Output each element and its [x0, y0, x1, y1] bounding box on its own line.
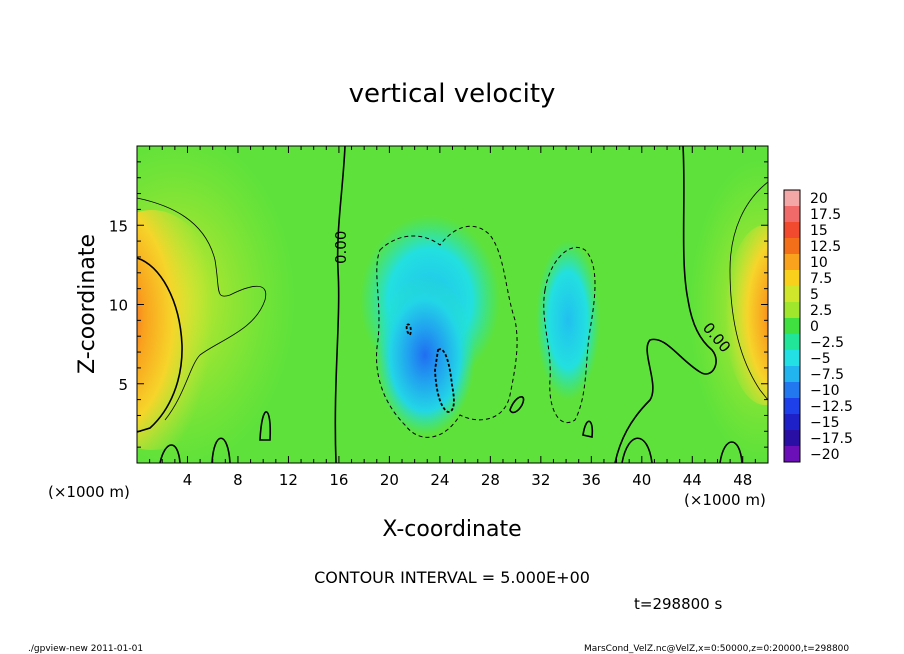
colorbar-swatch: [784, 446, 800, 463]
colorbar-swatch: [784, 350, 800, 367]
x-axis-ticks: 4 8 12 16 20 24 28 32 36 40 44 48: [149, 146, 756, 489]
colorbar-swatch: [784, 222, 800, 239]
y-tick-label: 15: [109, 217, 128, 235]
colorbar-label: −15: [810, 415, 840, 431]
plot-area: 0.00 0.00: [137, 146, 768, 463]
downdraft-center: [375, 275, 475, 435]
x-tick-label: 44: [683, 471, 702, 489]
colorbar-swatch: [784, 414, 800, 431]
colorbar-swatch: [784, 190, 800, 207]
x-tick-label: 8: [233, 471, 243, 489]
colorbar-swatch: [784, 366, 800, 383]
x-tick-label: 16: [329, 471, 348, 489]
contour-five-left: [137, 257, 183, 433]
x-tick-label: 40: [632, 471, 651, 489]
colorbar: 2017.51512.5107.552.50−2.5−5−7.5−10−12.5…: [783, 189, 853, 463]
x-tick-label: 4: [183, 471, 193, 489]
colorbar-swatch: [784, 254, 800, 271]
x-tick-label: 48: [733, 471, 752, 489]
contour-interval: CONTOUR INTERVAL = 5.000E+00: [314, 568, 590, 587]
colorbar-label: 20: [810, 191, 828, 207]
contour-zero-bottom-1: [159, 444, 181, 463]
y-axis-ticks: 5 10 15: [109, 161, 768, 448]
x-tick-label: 32: [531, 471, 550, 489]
x-tick-label: 36: [582, 471, 601, 489]
contour-negative-ten-small: [405, 323, 412, 337]
colorbar-label: −10: [810, 383, 840, 399]
colorbar-label: 0: [810, 319, 819, 335]
x-axis-label: X-coordinate: [382, 517, 521, 542]
x-tick-label: 24: [430, 471, 449, 489]
contour-negative-center: [376, 225, 518, 438]
x-tick-label: 12: [279, 471, 298, 489]
contour-negative-right: [543, 247, 596, 423]
colorbar-swatch: [784, 318, 800, 335]
colorbar-swatch: [784, 334, 800, 351]
contour-negative-ten: [434, 348, 455, 413]
contour-small-1: [509, 396, 525, 414]
updraft-left: [137, 210, 227, 450]
colorbar-label: 7.5: [810, 271, 832, 287]
chart-title: vertical velocity: [349, 79, 556, 109]
x-unit-left: (×1000 m): [48, 483, 130, 501]
contour-lines-thin: [137, 181, 768, 421]
colorbar-label: 15: [810, 223, 828, 239]
colorbar-label: −12.5: [810, 399, 853, 415]
contour-label-left: 0.00: [332, 231, 350, 264]
updraft-right: [725, 225, 768, 405]
colorbar-swatch: [784, 286, 800, 303]
colorbar-label: −17.5: [810, 431, 853, 447]
colorbar-frame: [783, 189, 801, 463]
x-tick-label: 28: [481, 471, 500, 489]
y-axis-label: Z-coordinate: [75, 234, 100, 374]
colorbar-label: 17.5: [810, 207, 841, 223]
colorbar-label: 12.5: [810, 239, 841, 255]
colorbar-swatch: [784, 270, 800, 287]
footer-right: MarsCond_VelZ.nc@VelZ,x=0:50000,z=0:2000…: [584, 644, 849, 654]
colorbar-label: 5: [810, 287, 819, 303]
contour-lines-dashed-bold: [405, 323, 455, 413]
time-label: t=298800 s: [634, 595, 722, 613]
contour-zero-bottom-4: [621, 437, 653, 463]
colorbar-swatch: [784, 398, 800, 415]
contour-twofive-left: [137, 197, 267, 421]
contour-small-2: [582, 420, 594, 438]
x-tick-label: 20: [380, 471, 399, 489]
colorbar-label: −5: [810, 351, 831, 367]
footer-left: ./gpview-new 2011-01-01: [28, 644, 143, 654]
colorbar-swatch: [784, 430, 800, 447]
colorbar-label: −20: [810, 447, 840, 463]
contour-zero-bottom-2: [211, 437, 231, 463]
x-unit-right: (×1000 m): [684, 491, 766, 509]
contour-lines-dashed: [376, 225, 596, 438]
y-tick-label: 5: [118, 376, 128, 394]
colorbar-swatch: [784, 382, 800, 399]
contour-zero-right: [614, 146, 717, 463]
contour-zero-bottom-5: [719, 441, 743, 463]
downdraft-right: [536, 240, 600, 400]
colorbar-label: 2.5: [810, 303, 832, 319]
contour-zero-bottom-3: [259, 411, 272, 441]
colorbar-label: −7.5: [810, 367, 844, 383]
colorbar-label: −2.5: [810, 335, 844, 351]
y-tick-label: 10: [109, 297, 128, 315]
colorbar-swatch: [784, 206, 800, 223]
contour-zero-left: [334, 146, 346, 463]
colorbar-swatch: [784, 302, 800, 319]
contour-twofive-right: [729, 181, 768, 401]
colorbar-swatch: [784, 238, 800, 255]
colorbar-label: 10: [810, 255, 828, 271]
contour-lines: [137, 146, 743, 463]
